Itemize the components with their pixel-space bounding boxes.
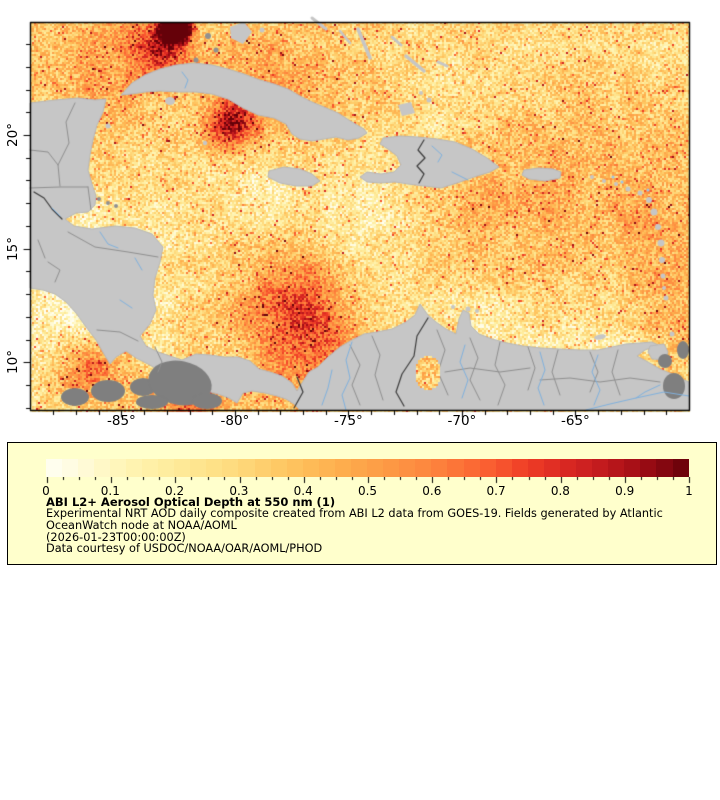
colorbar-block: [624, 458, 641, 477]
colorbar-block: [479, 458, 496, 477]
colorbar-block: [592, 458, 609, 477]
legend-line-1: Experimental NRT AOD daily composite cre…: [46, 507, 663, 520]
colorbar-tick-label: 0.9: [615, 484, 635, 498]
colorbar-block: [254, 458, 271, 477]
colorbar-block: [318, 458, 335, 477]
colorbar-block: [383, 458, 400, 477]
colorbar-block: [174, 458, 191, 477]
colorbar-block: [270, 458, 287, 477]
colorbar-block: [222, 458, 239, 477]
colorbar-block: [511, 458, 528, 477]
colorbar-tick-label: 0.3: [229, 484, 249, 498]
colorbar-block: [399, 458, 416, 477]
colorbar-tick-label: 0.1: [100, 484, 120, 498]
colorbar-tick-label: 0.6: [422, 484, 442, 498]
colorbar-block: [560, 458, 577, 477]
colorbar-block: [608, 458, 625, 477]
colorbar-block: [656, 458, 673, 477]
colorbar-block: [125, 458, 142, 477]
colorbar-ticks: [45, 476, 691, 485]
colorbar-block: [527, 458, 544, 477]
x-axis-tick-label: -65°: [560, 413, 590, 429]
colorbar-block: [93, 458, 110, 477]
colorbar-block: [367, 458, 384, 477]
colorbar-block: [640, 458, 657, 477]
colorbar-block: [431, 458, 448, 477]
colorbar-block: [190, 458, 207, 477]
colorbar-block: [206, 458, 223, 477]
colorbar-block: [350, 458, 368, 477]
x-axis-tick-label: -70°: [447, 413, 477, 429]
colorbar-tick-label: 0.2: [165, 484, 185, 498]
colorbar-block: [141, 458, 159, 477]
colorbar-block: [447, 458, 464, 477]
colorbar-tick-label: 0.8: [550, 484, 570, 498]
colorbar-block: [463, 458, 480, 477]
x-axis-tick-label: -80°: [220, 413, 250, 429]
colorbar-block: [61, 458, 78, 477]
legend-line-3: (2026-01-23T00:00:00Z): [46, 530, 186, 544]
colorbar-block: [334, 458, 351, 477]
y-axis-tick-label: 10°: [5, 350, 21, 375]
colorbar-tick-label: 0.5: [357, 484, 378, 498]
colorbar-block: [158, 458, 175, 477]
colorbar-block: [495, 458, 512, 477]
colorbar-block: [543, 458, 560, 477]
colorbar-tick-label: 0: [42, 484, 50, 498]
colorbar-block: [302, 458, 319, 477]
colorbar-block: [286, 458, 303, 477]
colorbar-tick-label: 1: [685, 484, 693, 498]
legend-box: 0 0.1 0.2 0.3 0.4 0.5 0.6 0.7 0.8 0.9 1 ABI L2+ Ae…: [7, 442, 717, 565]
x-axis-tick-label: -85°: [106, 413, 136, 429]
colorbar-block: [77, 458, 94, 477]
colorbar-block: [672, 458, 689, 477]
colorbar-block: [238, 458, 255, 477]
legend-title: ABI L2+ Aerosol Optical Depth at 550 nm …: [46, 495, 336, 509]
x-axis-tick-label: -75°: [333, 413, 363, 429]
colorbar-block: [415, 458, 432, 477]
aod-map-figure: -85° -80° -75° -70° -65° 20° 15° 10°: [0, 0, 720, 440]
y-axis-tick-label: 15°: [5, 236, 21, 261]
colorbar-block: [576, 458, 593, 477]
legend-line-2: OceanWatch node at NOAA/AOML: [46, 518, 237, 532]
colorbar-tick-label: 0.7: [486, 484, 506, 498]
colorbar-tick-label: 0.4: [293, 484, 313, 498]
legend-text: ABI L2+ Aerosol Optical Depth at 550 nm …: [46, 496, 663, 555]
y-axis-tick-label: 20°: [5, 123, 21, 147]
colorbar-block: [109, 458, 126, 477]
map-canvas: [0, 0, 720, 440]
legend-line-4: Data courtesy of USDOC/NOAA/OAR/AOML/PHO…: [46, 542, 323, 556]
colorbar-block: [45, 458, 62, 477]
colorbar: [45, 458, 689, 477]
